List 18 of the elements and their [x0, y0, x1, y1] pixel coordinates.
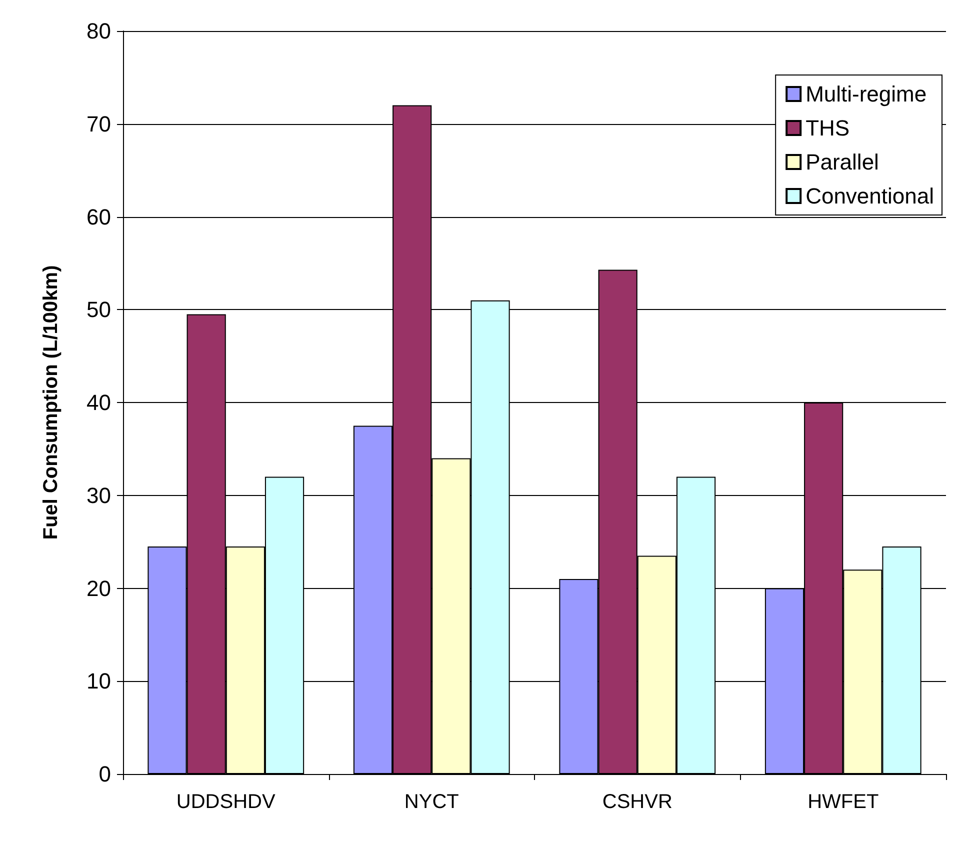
y-tick-label: 40 [86, 390, 111, 415]
legend-label: Conventional [806, 184, 934, 208]
x-tick-label: CSHVR [602, 791, 672, 813]
y-tick-label: 80 [86, 18, 111, 44]
x-tick-label: HWFET [808, 791, 879, 813]
y-tick-label: 10 [86, 668, 111, 694]
y-tick-label: 30 [86, 482, 111, 508]
x-tick-label: NYCT [404, 791, 459, 813]
legend-label: Parallel [806, 150, 879, 174]
y-tick-label: 50 [86, 297, 111, 322]
y-tick-label: 0 [98, 762, 111, 786]
y-tick-label: 70 [86, 111, 111, 136]
y-tick-label: 20 [86, 576, 111, 601]
legend-label: Multi-regime [806, 82, 927, 106]
legend-label: THS [806, 116, 850, 140]
y-tick-label: 60 [86, 204, 111, 230]
y-axis-title: Fuel Consumption (L/100km) [40, 265, 62, 540]
x-tick-label: UDDSHDV [176, 791, 276, 813]
